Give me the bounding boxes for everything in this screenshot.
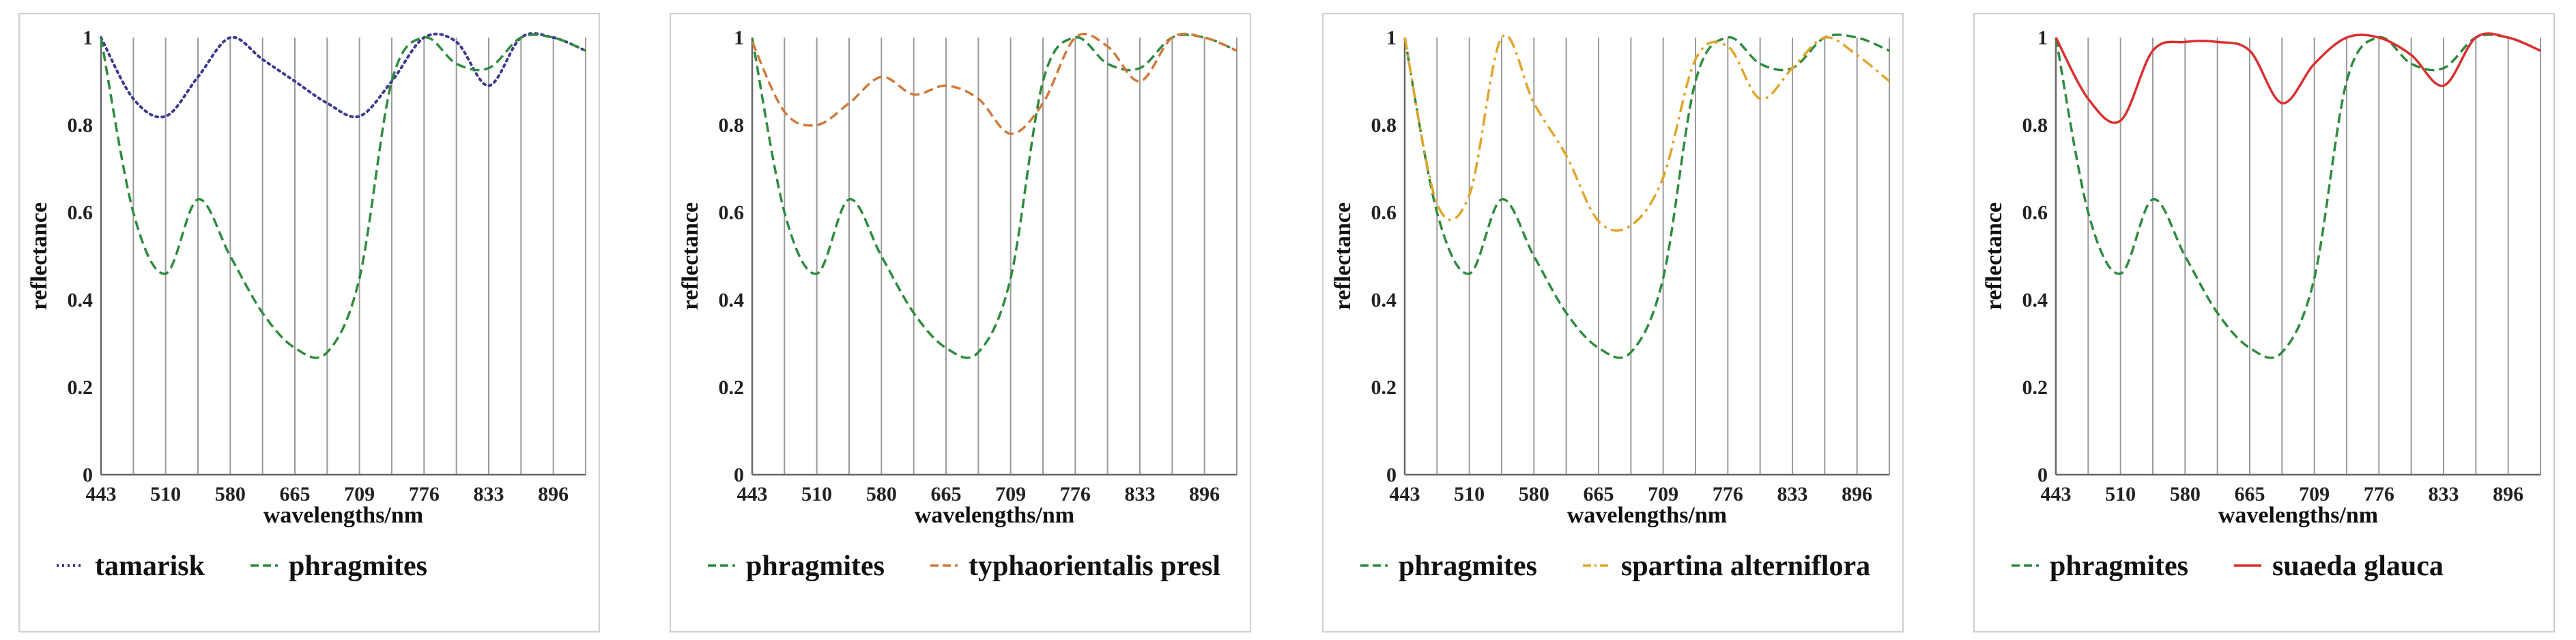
x-tick-label: 776 [1060,483,1091,505]
y-tick-label: 0.4 [719,289,745,311]
series-line-phragmites [1403,33,1890,359]
legend-label: phragmites [2050,551,2188,582]
y-axis-title: reflectance [678,202,703,310]
x-axis-title: wavelengths/nm [2218,503,2378,528]
x-tick-label: 896 [538,483,569,505]
x-tick-label: 510 [150,483,181,505]
y-tick-label: 0.4 [1371,289,1397,311]
y-tick-label: 1 [2037,27,2048,49]
x-tick-label: 665 [2235,483,2265,505]
x-tick-label: 443 [1390,483,1420,505]
y-tick-label: 0 [2037,464,2048,486]
x-tick-label: 709 [344,483,375,505]
x-tick-label: 510 [801,483,832,505]
series-line-tamarisk [100,32,587,119]
series-line-phragmites [2055,33,2541,359]
y-tick-label: 0.8 [1371,114,1397,137]
panel-border [1322,13,1904,632]
x-axis-title: wavelengths/nm [1567,503,1727,528]
x-tick-label: 896 [2493,483,2523,505]
x-axis-title: wavelengths/nm [915,503,1074,528]
y-axis-title: reflectance [1981,202,2007,310]
x-tick-label: 510 [1454,483,1485,505]
y-tick-label: 0 [734,464,744,486]
y-tick-label: 0.4 [68,289,94,311]
x-tick-label: 709 [995,483,1026,505]
series-line-phragmites [751,33,1237,359]
y-tick-label: 1 [83,27,93,49]
x-tick-label: 709 [1648,483,1678,505]
series-line-phragmites [100,33,586,359]
y-tick-label: 0.6 [2022,201,2048,224]
panel-border [1973,13,2555,632]
chart-panel-1: 0 0.2 0.4 0.6 0.8 1 443 510 580 665 709 776 833 896 wa… [18,13,600,632]
y-tick-label: 0 [1386,464,1397,486]
panel-border [670,13,1251,632]
y-tick-label: 0.2 [2022,376,2048,399]
series-line-spartina-alterniflora [1403,33,1891,232]
y-tick-label: 0.6 [1371,201,1397,224]
chart-panel-3: 0 0.2 0.4 0.6 0.8 1 443 510 580 665 709 776 833 896 wa… [1322,13,1904,632]
y-axis-title: reflectance [1330,202,1356,310]
x-tick-label: 776 [409,483,440,505]
y-tick-label: 0 [83,464,93,486]
y-axis-title: reflectance [27,202,52,310]
legend-label: spartina alterniflora [1621,551,1870,582]
x-tick-label: 776 [1713,483,1743,505]
y-tick-label: 1 [734,27,744,49]
legend-label: phragmites [1399,551,1537,582]
x-tick-label: 443 [86,483,117,505]
x-tick-label: 580 [1519,483,1549,505]
x-tick-label: 709 [2299,483,2330,505]
y-tick-label: 0.2 [1371,376,1397,399]
x-tick-label: 896 [1842,483,1872,505]
y-tick-label: 0.8 [719,114,745,137]
series-line-typhaorientalis-presl [751,32,1237,135]
series-line-suaeda-glauca [2055,32,2541,124]
y-tick-label: 0.6 [68,201,94,224]
legend-label: tamarisk [95,551,205,582]
y-tick-label: 0.8 [2022,114,2048,137]
y-tick-label: 0.4 [2022,289,2048,311]
x-tick-label: 665 [1584,483,1614,505]
x-tick-label: 833 [474,483,504,505]
x-tick-label: 510 [2105,483,2136,505]
x-tick-label: 665 [280,483,311,505]
x-tick-label: 833 [1125,483,1156,505]
x-tick-label: 896 [1189,483,1220,505]
y-tick-label: 0.6 [719,201,745,224]
x-tick-label: 443 [737,483,768,505]
y-tick-label: 1 [1386,27,1397,49]
y-tick-label: 0.8 [68,114,94,137]
x-tick-label: 443 [2041,483,2072,505]
chart-panel-2: 0 0.2 0.4 0.6 0.8 1 443 510 580 665 709 776 833 896 wa… [670,13,1251,632]
x-tick-label: 665 [931,483,962,505]
x-tick-label: 833 [1777,483,1808,505]
x-tick-label: 580 [2170,483,2201,505]
legend-label: phragmites [746,551,885,582]
y-tick-label: 0.2 [68,376,94,399]
x-tick-label: 776 [2364,483,2394,505]
x-tick-label: 580 [866,483,897,505]
panel-border [18,13,600,632]
legend-label: typhaorientalis presl [969,551,1220,582]
x-axis-title: wavelengths/nm [263,503,423,528]
chart-panel-4: 0 0.2 0.4 0.6 0.8 1 443 510 580 665 709 776 833 896 wa… [1973,13,2555,632]
x-tick-label: 833 [2429,483,2459,505]
x-tick-label: 580 [215,483,246,505]
legend-label: suaeda glauca [2272,551,2444,582]
y-tick-label: 0.2 [719,376,745,399]
legend-label: phragmites [289,551,427,582]
